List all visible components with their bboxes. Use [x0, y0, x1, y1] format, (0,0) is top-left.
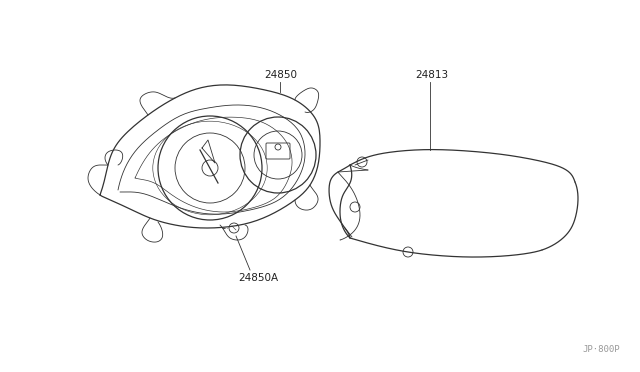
Text: 24850A: 24850A: [238, 273, 278, 283]
Text: JP·800P: JP·800P: [582, 345, 620, 354]
Text: 24813: 24813: [415, 70, 449, 80]
Text: 24850: 24850: [264, 70, 298, 80]
